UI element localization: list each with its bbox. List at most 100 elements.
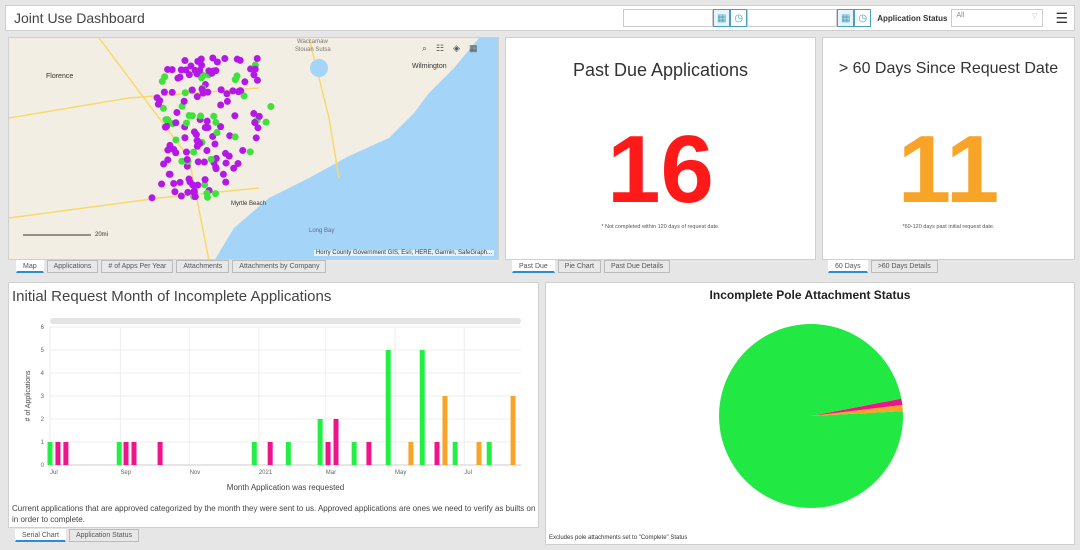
map-point[interactable] (255, 112, 263, 120)
map-point[interactable] (209, 67, 217, 75)
clock-icon[interactable]: ◷ (854, 9, 872, 27)
tab-apps-per-year[interactable]: # of Apps Per Year (101, 260, 174, 273)
map-point[interactable] (217, 101, 225, 109)
map-point[interactable] (168, 66, 176, 74)
map-point[interactable] (207, 155, 215, 163)
map-point[interactable] (190, 128, 198, 136)
map-point[interactable] (203, 189, 211, 197)
map-point[interactable] (223, 97, 231, 105)
map-point[interactable] (251, 65, 259, 73)
map-point[interactable] (201, 181, 209, 189)
map-point[interactable] (198, 61, 206, 69)
map-point[interactable] (226, 132, 234, 140)
bar[interactable] (325, 442, 331, 465)
map-point[interactable] (148, 194, 156, 202)
tab-60-days-details[interactable]: >60 Days Details (870, 260, 938, 273)
map-point[interactable] (250, 71, 258, 79)
map-point[interactable] (203, 117, 211, 125)
bar[interactable] (116, 442, 122, 465)
map-panel[interactable]: Florence Wilmington Myrtle Beach Long Ba… (8, 37, 499, 260)
bar[interactable] (55, 442, 61, 465)
legend-icon[interactable]: ☷ (436, 43, 445, 53)
tab-applications[interactable]: Applications (46, 260, 99, 273)
map-point[interactable] (181, 57, 189, 65)
basemap-icon[interactable]: ▦ (469, 43, 478, 53)
map-point[interactable] (189, 181, 197, 189)
map-point[interactable] (182, 148, 190, 156)
map-point[interactable] (193, 93, 201, 101)
tab-attachments[interactable]: Attachments (176, 260, 230, 273)
map-point[interactable] (231, 133, 239, 141)
map-point[interactable] (180, 97, 188, 105)
map-point[interactable] (178, 157, 186, 165)
start-date-input[interactable] (623, 9, 714, 27)
map-point[interactable] (212, 118, 220, 126)
map-point[interactable] (222, 159, 230, 167)
map-point[interactable] (230, 164, 238, 172)
map-point[interactable] (225, 152, 233, 160)
map-point[interactable] (181, 89, 189, 97)
map-point[interactable] (217, 123, 225, 131)
bar[interactable] (63, 442, 69, 465)
bar[interactable] (434, 442, 440, 465)
calendar-icon[interactable]: ▦ (713, 9, 731, 27)
map-point[interactable] (241, 78, 249, 86)
bar[interactable] (442, 396, 448, 465)
map-point[interactable] (187, 62, 195, 70)
map-point[interactable] (262, 118, 270, 126)
chart-scrollbar[interactable] (50, 318, 521, 324)
map-point[interactable] (166, 170, 174, 178)
tab-map[interactable]: Map (16, 260, 44, 273)
map-point[interactable] (166, 141, 174, 149)
map-point[interactable] (190, 148, 198, 156)
map-point[interactable] (253, 76, 261, 84)
map-point[interactable] (246, 148, 254, 156)
bar[interactable] (123, 442, 129, 465)
bar[interactable] (131, 442, 137, 465)
map-point[interactable] (251, 118, 259, 126)
map-point[interactable] (197, 112, 205, 120)
bar[interactable] (385, 350, 391, 465)
map-point[interactable] (168, 88, 176, 96)
pie-slice[interactable] (811, 404, 903, 416)
map-point[interactable] (231, 112, 239, 120)
map-point[interactable] (239, 146, 247, 154)
map-point[interactable] (204, 124, 212, 132)
map-point[interactable] (162, 116, 170, 124)
map-point[interactable] (162, 122, 170, 130)
map-point[interactable] (188, 86, 196, 94)
bar[interactable] (510, 396, 516, 465)
pie-slice[interactable] (719, 324, 903, 509)
tab-attachments-by-company[interactable]: Attachments by Company (232, 260, 327, 273)
bar[interactable] (333, 419, 339, 465)
bar[interactable] (419, 350, 425, 465)
map-point[interactable] (177, 192, 185, 200)
map-point[interactable] (219, 170, 227, 178)
map-point[interactable] (217, 86, 225, 94)
bar[interactable] (351, 442, 357, 465)
map-point[interactable] (176, 178, 184, 186)
map-point[interactable] (252, 134, 260, 142)
map-point[interactable] (153, 94, 161, 102)
map-point[interactable] (170, 179, 178, 187)
map-point[interactable] (200, 158, 208, 166)
map-point[interactable] (185, 71, 193, 79)
bar[interactable] (47, 442, 53, 465)
map-point[interactable] (193, 137, 201, 145)
tab-past-due[interactable]: Past Due (512, 260, 555, 273)
map-point[interactable] (188, 112, 196, 120)
map-point[interactable] (203, 147, 211, 155)
map-view[interactable] (9, 38, 499, 260)
end-date-input[interactable] (747, 9, 838, 27)
layers-icon[interactable]: ◈ (453, 43, 461, 53)
map-point[interactable] (172, 136, 180, 144)
bar[interactable] (408, 442, 414, 465)
map-point[interactable] (209, 54, 217, 62)
map-point[interactable] (198, 74, 206, 82)
bar[interactable] (267, 442, 273, 465)
map-point[interactable] (213, 129, 221, 137)
map-point[interactable] (158, 180, 166, 188)
map-point[interactable] (253, 55, 261, 63)
map-point[interactable] (254, 124, 262, 132)
map-point[interactable] (190, 187, 198, 195)
